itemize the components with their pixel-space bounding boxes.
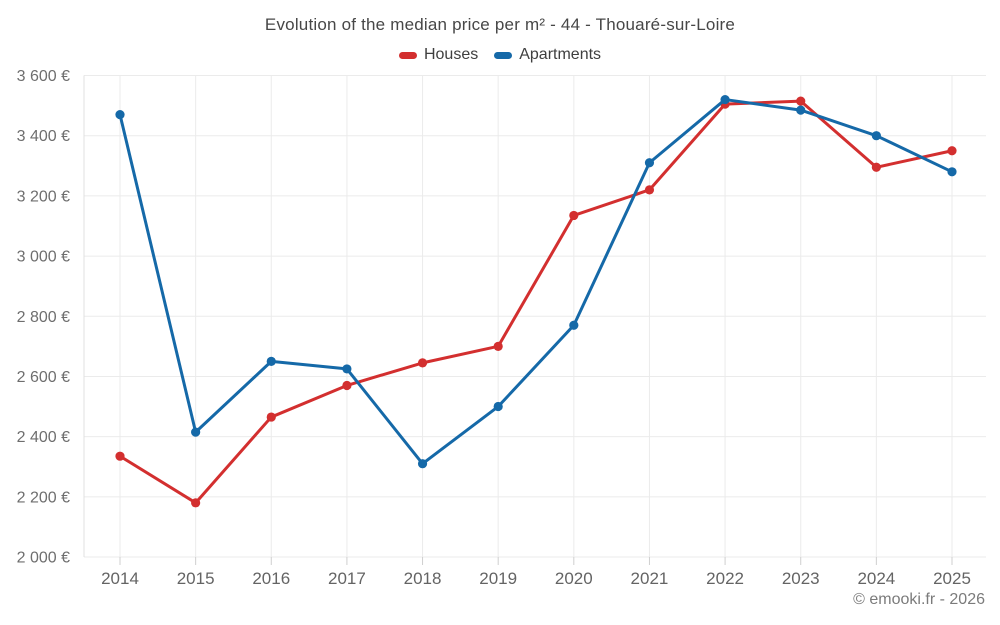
apartments-swatch-icon — [494, 51, 513, 59]
data-point-apartments — [569, 320, 579, 330]
x-axis-label: 2024 — [857, 569, 895, 588]
chart-legend: Houses Apartments — [0, 46, 1000, 64]
x-axis-label: 2020 — [555, 569, 593, 588]
y-axis-label: 2 800 € — [17, 309, 70, 326]
data-point-houses — [191, 498, 201, 508]
y-axis-label: 3 000 € — [17, 249, 70, 266]
legend-item-houses[interactable]: Houses — [398, 46, 479, 64]
data-point-houses — [115, 451, 125, 461]
data-point-apartments — [342, 364, 352, 374]
y-axis-label: 2 400 € — [17, 429, 70, 446]
data-point-houses — [342, 380, 352, 391]
data-point-houses — [417, 358, 428, 368]
data-point-apartments — [871, 131, 881, 141]
y-axis-label: 2 000 € — [17, 550, 70, 567]
x-axis-label: 2018 — [404, 569, 442, 588]
legend-label-apartments: Apartments — [519, 46, 602, 63]
data-point-apartments — [266, 356, 276, 366]
data-point-apartments — [947, 167, 957, 177]
x-axis-label: 2021 — [631, 569, 669, 588]
y-axis-label: 2 600 € — [17, 369, 70, 386]
x-axis-label: 2017 — [328, 569, 366, 588]
series-line-apartments — [118, 98, 954, 466]
data-point-apartments — [796, 105, 806, 115]
x-axis-label: 2022 — [706, 569, 744, 588]
data-point-houses — [947, 146, 957, 156]
chart-title: Evolution of the median price per m² - 4… — [264, 15, 736, 34]
series-line-houses — [118, 99, 954, 505]
houses-swatch-icon — [398, 51, 417, 59]
x-axis-label: 2015 — [177, 569, 215, 588]
y-axis-label: 3 200 € — [17, 188, 70, 205]
data-point-apartments — [191, 427, 201, 437]
x-axis-label: 2016 — [252, 569, 290, 588]
x-axis-label: 2019 — [479, 569, 517, 588]
data-point-apartments — [115, 110, 125, 120]
data-point-houses — [871, 162, 881, 172]
y-axis-label: 3 600 € — [17, 68, 70, 85]
data-point-houses — [266, 412, 276, 422]
x-axis-label: 2023 — [782, 569, 820, 588]
data-point-houses — [569, 210, 579, 221]
data-point-apartments — [720, 94, 730, 105]
data-point-apartments — [493, 401, 503, 412]
data-point-houses — [493, 341, 503, 351]
x-axis-label: 2014 — [101, 569, 139, 588]
legend-item-apartments[interactable]: Apartments — [494, 46, 601, 64]
y-axis-label: 2 200 € — [17, 489, 70, 506]
x-axis-label: 2025 — [933, 569, 971, 588]
data-point-apartments — [644, 158, 655, 168]
data-point-houses — [796, 96, 806, 106]
data-point-apartments — [417, 459, 428, 469]
watermark: © emooki.fr - 2026 — [853, 591, 985, 608]
data-point-houses — [644, 185, 655, 195]
legend-label-houses: Houses — [423, 46, 479, 63]
y-axis-label: 3 400 € — [17, 128, 70, 145]
